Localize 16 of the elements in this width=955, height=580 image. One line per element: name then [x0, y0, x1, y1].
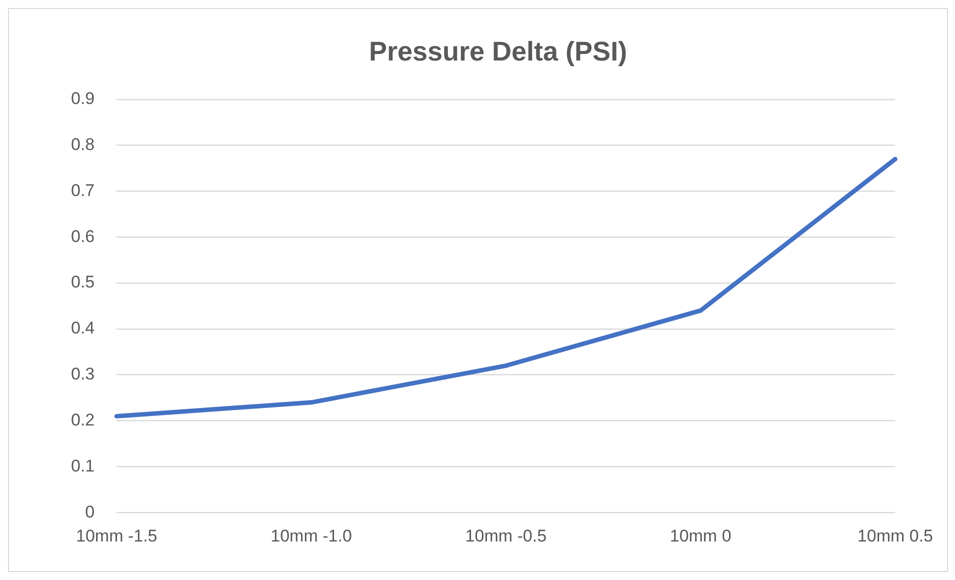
y-tick-label: 0.5 [70, 272, 95, 292]
x-tick-label: 10mm -1.0 [270, 526, 352, 546]
y-tick-label: 0.4 [70, 318, 95, 338]
chart-title: Pressure Delta (PSI) [368, 36, 628, 67]
x-tick-label: 10mm -0.5 [465, 526, 547, 546]
y-tick-label: 0.3 [70, 364, 95, 384]
y-tick-label: 0.7 [70, 180, 95, 200]
x-tick-label: 10mm 0 [670, 526, 732, 546]
y-tick-label: 0.6 [70, 226, 95, 246]
y-tick-label: 0.9 [70, 89, 95, 108]
x-tick-label: 10mm -1.5 [76, 526, 158, 546]
y-tick-label: 0.8 [70, 135, 95, 154]
y-tick-label: 0.2 [70, 410, 95, 430]
y-tick-label: 0.1 [70, 456, 95, 476]
y-tick-label: 0 [85, 502, 95, 522]
x-tick-label: 10mm 0.5 [857, 526, 934, 546]
